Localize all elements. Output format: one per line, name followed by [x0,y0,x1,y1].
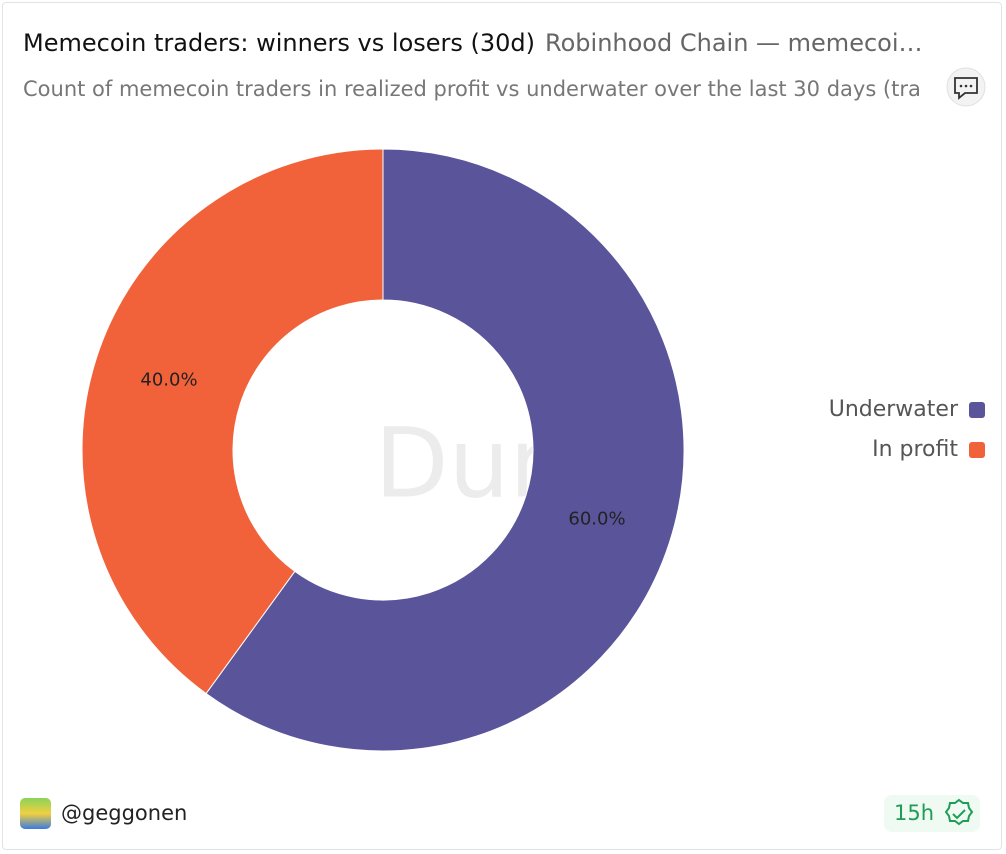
title-row: Memecoin traders: winners vs losers (30d… [23,29,978,57]
pie-slice [205,148,685,752]
legend-swatch [969,442,985,458]
pie-slice [81,148,384,695]
legend-label: In profit [872,437,958,462]
legend-label: Underwater [829,397,959,422]
author[interactable]: @geggonen [61,801,187,825]
comment-button[interactable] [946,67,986,107]
legend-swatch [969,402,985,418]
chart-description: Count of memecoin traders in realized pr… [23,77,921,101]
data-label: 40.0% [140,369,197,390]
chart-subtitle: Robinhood Chain — memecoi… [545,29,923,57]
age: 15h [894,801,934,825]
avatar [20,798,51,829]
chart-title: Memecoin traders: winners vs losers (30d… [23,29,536,57]
data-label: 60.0% [568,509,625,530]
